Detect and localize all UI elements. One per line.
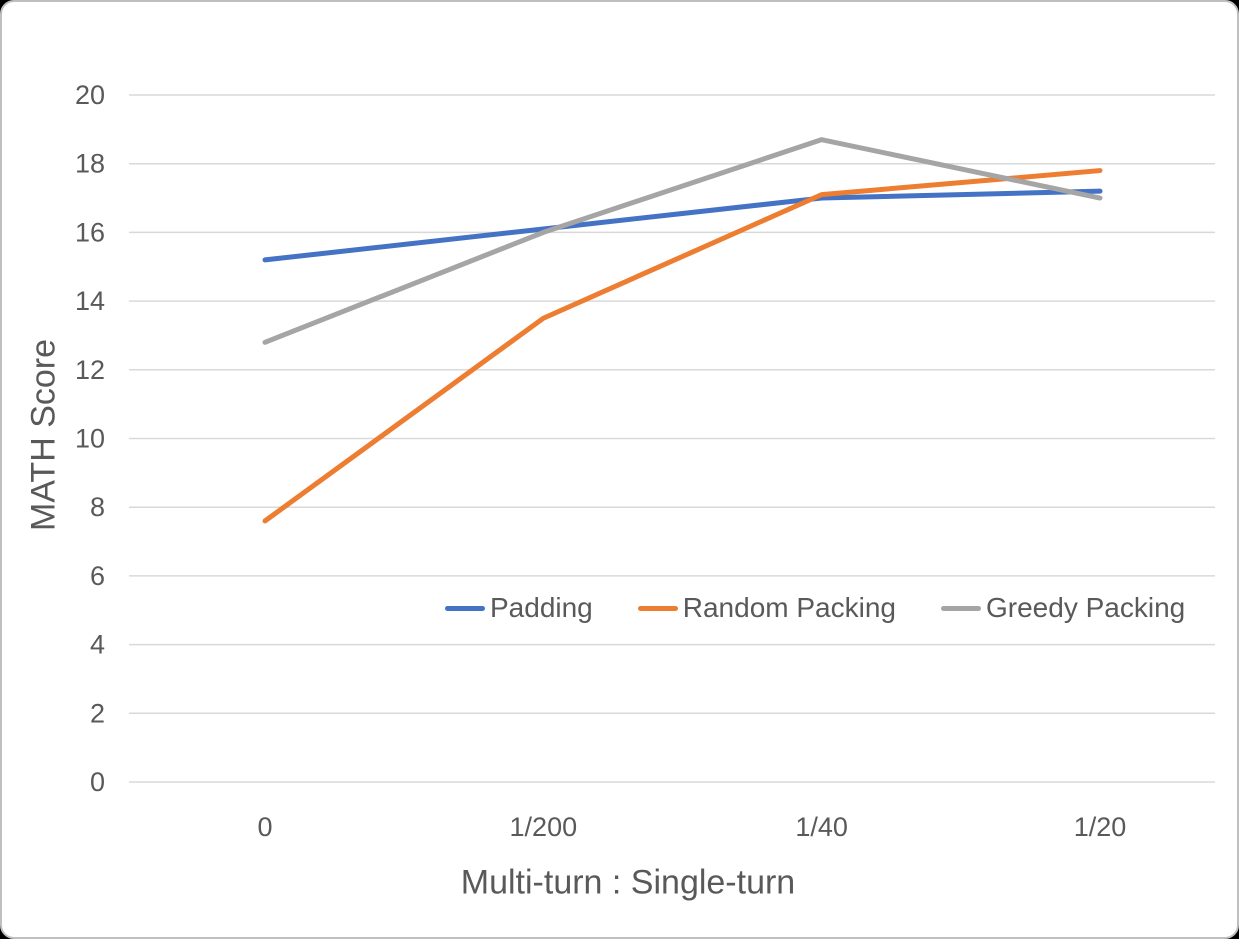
y-tick-label: 0	[90, 767, 105, 797]
legend-label-greedy-packing: Greedy Packing	[986, 592, 1186, 623]
x-axis-title: Multi-turn : Single-turn	[460, 863, 796, 902]
x-tick-label: 1/40	[795, 812, 848, 842]
legend-item-random-packing: Random Packing	[637, 592, 896, 624]
legend-item-padding: Padding	[445, 592, 593, 624]
x-tick-label: 1/20	[1074, 812, 1127, 842]
legend-label-random-packing: Random Packing	[682, 592, 896, 623]
y-tick-label: 4	[90, 630, 105, 660]
y-tick-label: 14	[75, 286, 105, 316]
legend-swatch-greedy-packing	[941, 605, 981, 611]
series-line-greedy-packing	[262, 137, 1103, 345]
legend-swatch-padding	[445, 605, 485, 611]
y-tick-label: 8	[90, 492, 105, 522]
y-tick-label: 18	[75, 149, 105, 179]
y-tick-label: 12	[75, 355, 105, 385]
legend-label-padding: Padding	[490, 592, 593, 623]
y-tick-label: 6	[90, 561, 105, 591]
legend-item-greedy-packing: Greedy Packing	[941, 592, 1185, 624]
y-tick-label: 20	[75, 80, 105, 110]
legend: Padding Random Packing Greedy Packing	[445, 592, 1185, 624]
y-axis-title: MATH Score	[24, 338, 63, 532]
y-tick-label: 2	[90, 698, 105, 728]
legend-swatch-random-packing	[637, 605, 678, 611]
y-tick-label: 10	[75, 424, 105, 454]
series-line-random-packing	[262, 168, 1103, 524]
y-tick-label: 16	[75, 217, 105, 247]
x-tick-label: 0	[257, 812, 272, 842]
x-tick-label: 1/200	[510, 812, 578, 842]
series-line-padding	[262, 188, 1103, 263]
